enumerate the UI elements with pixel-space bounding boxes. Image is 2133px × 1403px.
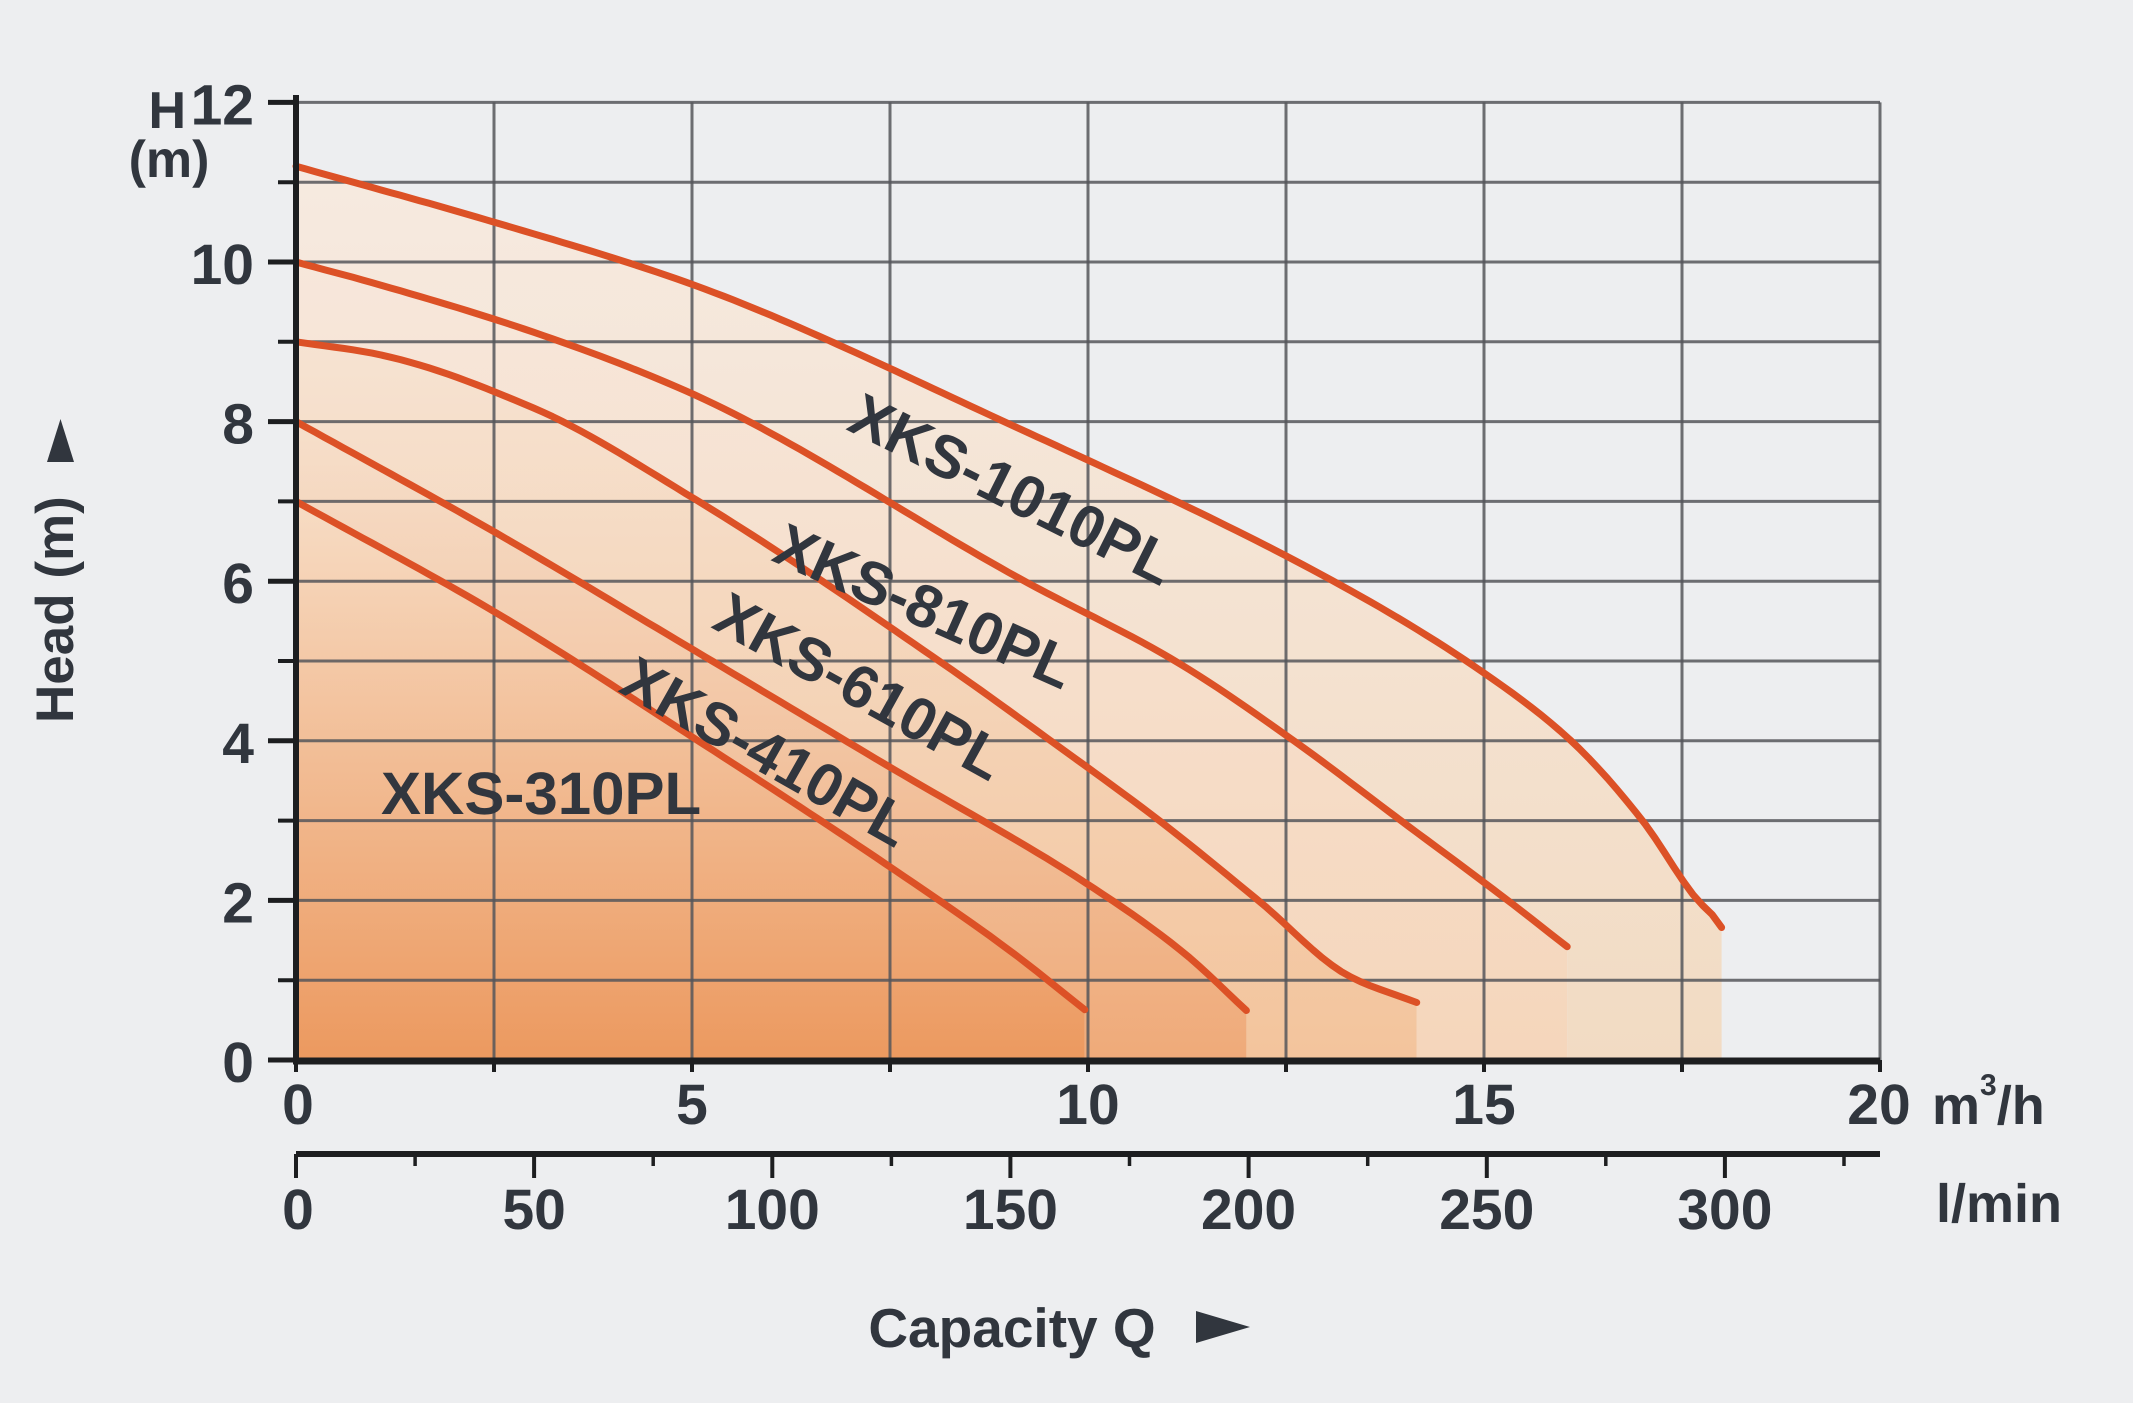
svg-text:6: 6 bbox=[222, 552, 254, 616]
svg-text:20: 20 bbox=[1847, 1073, 1910, 1137]
svg-text:8: 8 bbox=[222, 393, 254, 457]
svg-text:0: 0 bbox=[222, 1031, 254, 1095]
svg-text:250: 250 bbox=[1439, 1178, 1534, 1242]
svg-text:10: 10 bbox=[191, 233, 254, 297]
svg-text:15: 15 bbox=[1452, 1073, 1515, 1137]
svg-text:5: 5 bbox=[676, 1073, 708, 1137]
svg-text:XKS-310PL: XKS-310PL bbox=[381, 760, 701, 827]
svg-text:300: 300 bbox=[1677, 1178, 1772, 1242]
svg-text:2: 2 bbox=[222, 871, 254, 935]
svg-text:50: 50 bbox=[502, 1178, 565, 1242]
svg-text:Capacity Q: Capacity Q bbox=[868, 1297, 1155, 1359]
svg-text:H: H bbox=[148, 82, 186, 140]
svg-text:0: 0 bbox=[282, 1073, 314, 1137]
svg-text:l/min: l/min bbox=[1936, 1174, 2062, 1234]
svg-text:12: 12 bbox=[191, 73, 254, 137]
svg-text:Head (m): Head (m) bbox=[26, 496, 85, 723]
svg-text:4: 4 bbox=[222, 712, 254, 776]
svg-text:(m): (m) bbox=[129, 131, 210, 189]
svg-text:150: 150 bbox=[963, 1178, 1058, 1242]
svg-text:10: 10 bbox=[1056, 1073, 1119, 1137]
svg-text:0: 0 bbox=[282, 1178, 314, 1242]
svg-text:100: 100 bbox=[725, 1178, 820, 1242]
svg-text:200: 200 bbox=[1201, 1178, 1296, 1242]
